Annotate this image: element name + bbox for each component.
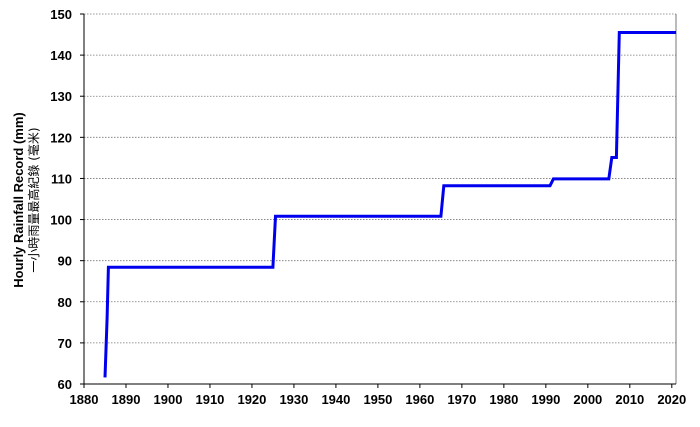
y-tick-label: 130 [50, 89, 72, 104]
y-tick-label: 90 [58, 254, 72, 269]
y-axis-label-chinese: 一小時雨量最高紀錄 (毫米) [26, 127, 41, 272]
x-tick-label: 2020 [657, 392, 686, 407]
x-tick-label: 1920 [237, 392, 266, 407]
x-tick-label: 1880 [70, 392, 99, 407]
y-axis-ticks: 60 70 80 90 100 110 120 130 140 150 [50, 7, 84, 392]
series-layer [103, 31, 676, 378]
x-tick-label: 1960 [405, 392, 434, 407]
x-tick-label: 1950 [363, 392, 392, 407]
y-tick-label: 110 [51, 171, 72, 186]
y-tick-label: 70 [58, 336, 72, 351]
y-tick-label: 60 [58, 377, 72, 392]
y-axis-label: Hourly Rainfall Record (mm) [11, 112, 26, 288]
x-tick-label: 1930 [279, 392, 308, 407]
rainfall-record-line [103, 31, 676, 378]
y-tick-label: 140 [50, 48, 72, 63]
x-tick-label: 1970 [447, 392, 476, 407]
x-tick-label: 1910 [195, 392, 224, 407]
x-tick-label: 1980 [489, 392, 518, 407]
x-tick-label: 2000 [573, 392, 602, 407]
x-axis-ticks: 1880 1890 1900 1910 1920 1930 1940 1950 1960 1970… [70, 384, 686, 407]
x-tick-label: 1900 [154, 392, 183, 407]
y-axis-subtitle: 一小時雨量最高紀錄 (毫米) [26, 127, 41, 272]
axes [83, 14, 677, 385]
x-tick-label: 1940 [321, 392, 350, 407]
y-tick-label: 150 [50, 7, 72, 22]
x-tick-label: 2010 [615, 392, 644, 407]
y-axis-title: Hourly Rainfall Record (mm) [11, 112, 26, 288]
y-tick-label: 80 [58, 295, 72, 310]
x-tick-label: 1890 [112, 392, 141, 407]
x-tick-label: 1990 [531, 392, 560, 407]
y-tick-label: 100 [50, 213, 72, 228]
y-tick-label: 120 [50, 130, 72, 145]
